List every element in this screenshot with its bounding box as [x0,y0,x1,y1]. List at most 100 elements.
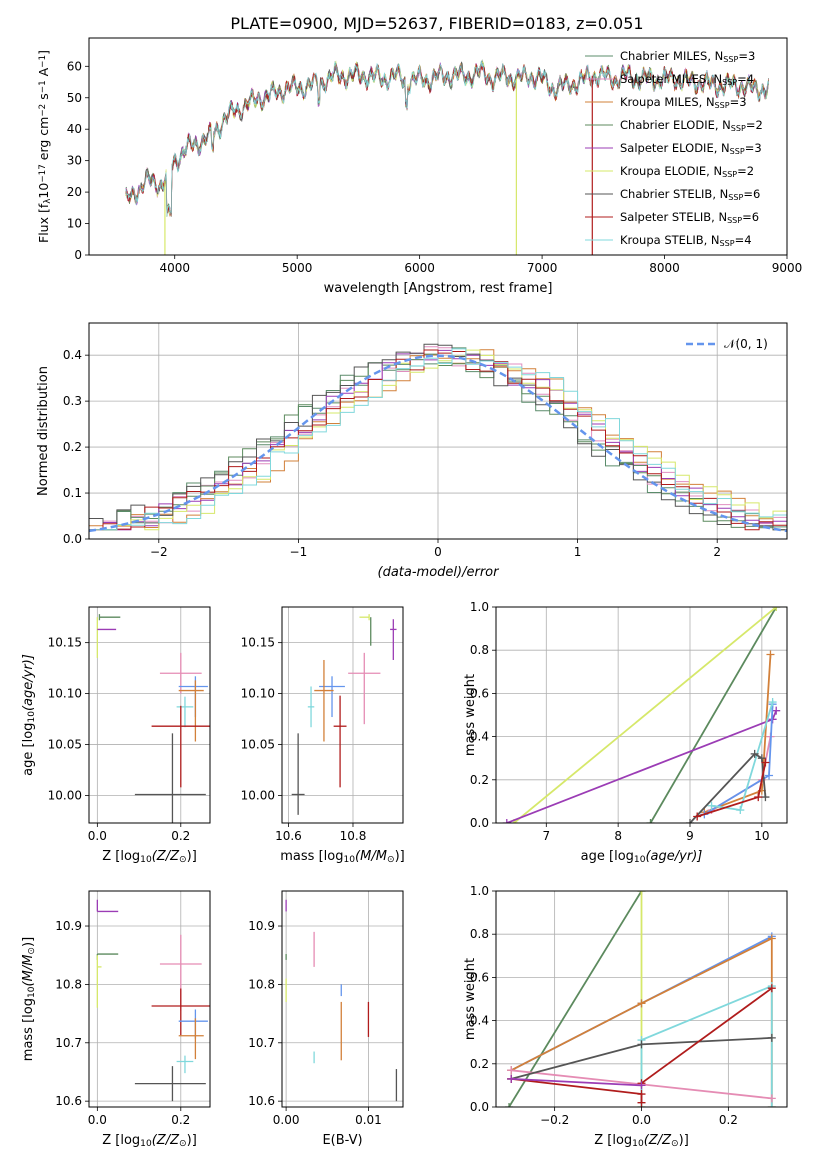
y-axis-label-part: mass weight [463,958,478,1040]
x-axis-label-part: )] [187,1133,197,1148]
x-tick-label: 5000 [282,261,313,275]
legend-label-part: Chabrier STELIB, N [620,187,728,201]
y-tick-label: 0.0 [63,532,82,546]
mass-weight-marker [736,806,745,815]
y-axis-label: mass [log10(M/M⊙)] [21,937,37,1061]
legend-label: Salpeter MILES, NSSP=4 [620,72,754,87]
plot-area-mass_vs_Z [96,899,210,1102]
y-tick-label: 10 [67,217,82,231]
y-tick-label: 50 [67,91,82,105]
x-axis-label-part: (Z/Z [152,849,180,864]
x-tick-label: 0 [434,545,442,559]
x-axis-label-part: (age/yr)] [645,849,702,864]
y-axis-label: mass weight [463,958,478,1040]
y-axis-label-part: age [log [21,723,36,776]
errorbar-point [348,652,381,725]
y-tick-label: 10.10 [241,687,275,701]
x-axis-label-part: E(B-V) [322,1133,362,1148]
x-tick-label: −1 [290,545,308,559]
y-axis-label-part: 10 [27,711,37,723]
y-axis-label-part: ] [36,50,51,55]
legend-label: Kroupa MILES, NSSP=3 [620,95,747,110]
y-axis-label-part: Normed distribution [36,366,51,496]
mass-weight-marker [637,891,646,895]
mass-weight-line [508,891,643,1107]
errorbar-point [96,953,119,960]
mass-weight-marker [750,749,759,758]
legend-label: 𝒩(0, 1) [724,337,768,351]
errorbar-point [96,899,119,913]
x-tick-label: 9000 [772,261,803,275]
mass-weight-marker [754,793,763,802]
y-axis-label-part: λ [43,199,53,204]
plot-area-residuals [89,343,787,539]
legend-label: Kroupa ELODIE, NSSP=2 [620,164,754,179]
axes-frame [495,606,788,824]
legend-label-part: Chabrier MILES, N [620,49,723,63]
y-axis-label-part: erg cm [36,117,51,165]
mass-weight-line [640,987,773,1084]
x-axis-label-part: )] [679,1133,689,1148]
mass-weight-marker [507,1066,516,1075]
y-axis-label-part: (age/yr)] [21,654,36,711]
x-axis-label-part: )] [187,849,197,864]
legend-label-part: =4 [737,72,754,86]
x-axis-label-part: Z [log [594,1133,632,1148]
y-tick-label: 0.1 [63,486,82,500]
axes-frame [281,606,404,824]
mass-weight-marker [637,999,646,1008]
x-tick-label: 10 [754,829,769,843]
errorbar-point [390,619,397,660]
y-axis-label: Normed distribution [36,366,51,496]
mass-weight-line [689,752,767,823]
mass-weight-marker [686,819,694,823]
x-axis-label-part: (Z/Z [152,1133,180,1148]
histogram-series [89,348,787,539]
y-tick-label: 0.6 [470,686,489,700]
x-tick-label: 10.8 [340,829,367,843]
x-axis-label-part: 10 [140,855,152,865]
x-tick-label: 0.01 [355,1113,382,1127]
mass-weight-marker [637,1081,646,1090]
legend-label-part: =6 [742,210,759,224]
y-axis-label-part: ⊙ [27,947,37,955]
mass-weight-marker [767,1094,776,1103]
mass-weight-marker [502,819,511,823]
plot-area-mass_weight_vs_Z [505,891,776,1107]
mass-weight-marker [766,650,775,659]
mass-weight-marker [767,1033,776,1042]
x-tick-label: 6000 [404,261,435,275]
legend-label-part: SSP [727,216,742,225]
y-tick-label: 30 [67,154,82,168]
legend-label-part: SSP [723,55,738,64]
y-tick-label: 20 [67,185,82,199]
axes-frame [281,890,404,1108]
y-tick-label: 0.8 [470,927,489,941]
axes-frame [88,37,788,256]
y-axis-label-part: s [36,93,51,104]
panel-residuals: 𝒩(0, 1) −2 −1 0 1 2 0.0 0.1 0.2 0.3 0.4 (data-model… [36,322,788,580]
y-tick-label: 0.0 [470,1100,489,1114]
x-axis-label-part: )] [395,849,405,864]
y-tick-label: 10.8 [248,977,275,991]
normal-curve [89,354,787,533]
mass-weight-line [640,984,773,1107]
legend-label-part: Kroupa ELODIE, N [620,164,722,178]
y-tick-label: 0.4 [470,1014,489,1028]
panel-mass_vs_Z: 0.0 0.210.610.710.810.9Z [log10(Z/Z⊙)]mas… [21,890,211,1149]
x-tick-label: 0.0 [632,1113,651,1127]
legend-label-part: SSP [731,124,746,133]
axes-frame [88,606,211,824]
errorbar-point [134,733,206,823]
errorbar-point [151,988,210,1036]
legend-label-part: =3 [745,141,762,155]
mass-weight-marker [637,1098,646,1107]
panel-age_vs_mass: 10.6 10.8 10.00 10.05 10.10 10.15 mass [log10(… [241,606,405,865]
axes-frame [88,890,211,1108]
y-tick-label: 0.4 [63,348,82,362]
x-tick-label: 0.2 [719,1113,738,1127]
